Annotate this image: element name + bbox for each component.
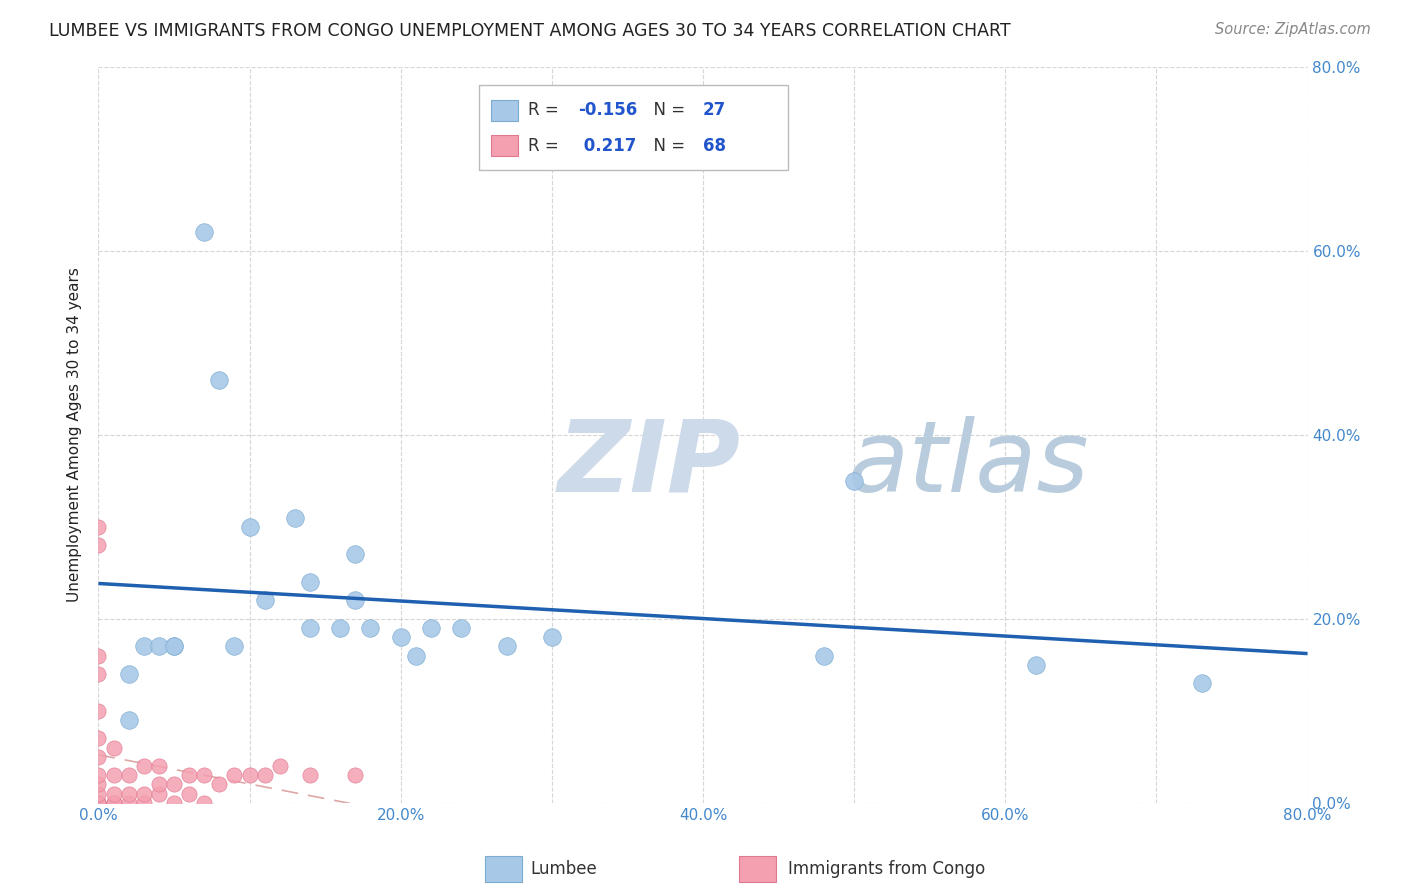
Point xyxy=(344,548,367,562)
Point xyxy=(148,640,170,654)
Point xyxy=(132,796,155,810)
Point xyxy=(87,520,110,534)
Point xyxy=(87,704,110,718)
Point xyxy=(148,777,170,791)
Point xyxy=(87,787,110,801)
Point xyxy=(389,630,412,644)
Point xyxy=(132,787,155,801)
Point xyxy=(179,787,201,801)
Point xyxy=(1024,657,1046,672)
Point xyxy=(163,640,186,654)
FancyBboxPatch shape xyxy=(492,100,517,120)
Point xyxy=(224,768,246,782)
Point xyxy=(87,648,110,663)
Text: N =: N = xyxy=(643,136,690,154)
Point xyxy=(118,667,141,681)
Point xyxy=(132,640,155,654)
Point xyxy=(540,630,562,644)
Point xyxy=(87,749,110,764)
Point xyxy=(163,640,186,654)
Point xyxy=(193,768,215,782)
Point xyxy=(299,621,322,635)
Point xyxy=(253,593,276,607)
Text: Immigrants from Congo: Immigrants from Congo xyxy=(787,860,984,878)
Point xyxy=(132,759,155,773)
Point xyxy=(284,510,307,524)
Text: atlas: atlas xyxy=(848,416,1090,513)
Point xyxy=(148,787,170,801)
Point xyxy=(224,640,246,654)
Point xyxy=(118,787,141,801)
Point xyxy=(813,648,835,663)
Point xyxy=(87,796,110,810)
Point xyxy=(87,538,110,552)
Point xyxy=(360,621,382,635)
Point xyxy=(163,777,186,791)
Point xyxy=(103,796,125,810)
Text: -0.156: -0.156 xyxy=(578,102,638,120)
Text: 68: 68 xyxy=(703,136,725,154)
Point xyxy=(148,759,170,773)
Text: Source: ZipAtlas.com: Source: ZipAtlas.com xyxy=(1215,22,1371,37)
Point xyxy=(118,796,141,810)
Text: R =: R = xyxy=(527,136,564,154)
Point xyxy=(193,796,215,810)
Y-axis label: Unemployment Among Ages 30 to 34 years: Unemployment Among Ages 30 to 34 years xyxy=(67,268,83,602)
Point xyxy=(193,226,215,240)
Text: R =: R = xyxy=(527,102,564,120)
Point xyxy=(103,768,125,782)
Point xyxy=(118,713,141,727)
Point xyxy=(87,777,110,791)
Point xyxy=(344,593,367,607)
Point xyxy=(103,740,125,755)
Point xyxy=(239,768,262,782)
Point xyxy=(87,796,110,810)
Point xyxy=(87,796,110,810)
Point xyxy=(420,621,443,635)
Text: N =: N = xyxy=(643,102,690,120)
FancyBboxPatch shape xyxy=(485,855,522,882)
Point xyxy=(87,667,110,681)
Text: Lumbee: Lumbee xyxy=(530,860,596,878)
Point xyxy=(405,648,427,663)
Point xyxy=(844,474,866,488)
Point xyxy=(253,768,276,782)
Point xyxy=(103,787,125,801)
Point xyxy=(87,731,110,746)
Point xyxy=(87,796,110,810)
Point xyxy=(299,768,322,782)
Point xyxy=(118,768,141,782)
FancyBboxPatch shape xyxy=(479,86,787,170)
Point xyxy=(269,759,291,773)
Text: ZIP: ZIP xyxy=(558,416,741,513)
Point xyxy=(179,768,201,782)
Point xyxy=(299,575,322,590)
Point xyxy=(450,621,472,635)
FancyBboxPatch shape xyxy=(740,855,776,882)
Point xyxy=(87,768,110,782)
Point xyxy=(208,777,231,791)
Point xyxy=(495,640,517,654)
Text: 27: 27 xyxy=(703,102,727,120)
Point xyxy=(163,796,186,810)
Point xyxy=(329,621,352,635)
Point xyxy=(239,520,262,534)
Text: LUMBEE VS IMMIGRANTS FROM CONGO UNEMPLOYMENT AMONG AGES 30 TO 34 YEARS CORRELATI: LUMBEE VS IMMIGRANTS FROM CONGO UNEMPLOY… xyxy=(49,22,1011,40)
Point xyxy=(1191,676,1213,690)
Text: 0.217: 0.217 xyxy=(578,136,637,154)
FancyBboxPatch shape xyxy=(492,136,517,156)
Point xyxy=(344,768,367,782)
Point xyxy=(208,373,231,387)
Point xyxy=(87,796,110,810)
Point xyxy=(103,796,125,810)
